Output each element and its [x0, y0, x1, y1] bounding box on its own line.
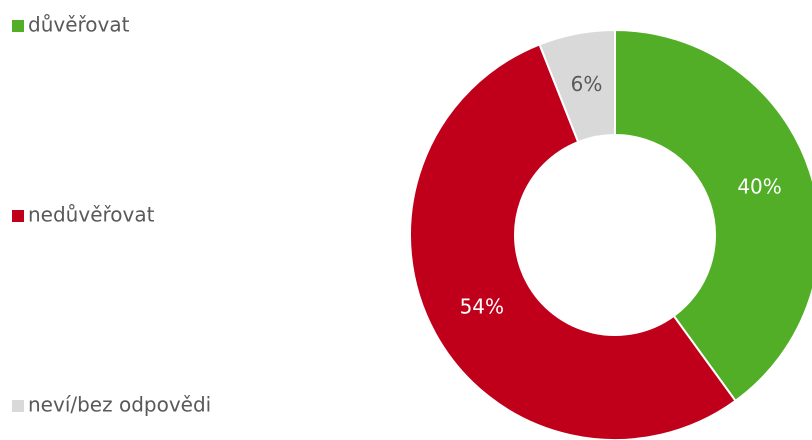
- legend-swatch: [12, 210, 24, 222]
- legend-label: důvěřovat: [28, 13, 130, 37]
- legend-label: nedůvěřovat: [28, 203, 155, 227]
- data-label: 40%: [737, 175, 781, 199]
- donut-segment: [409, 43, 737, 440]
- data-label: 6%: [571, 72, 603, 96]
- data-label: 54%: [460, 295, 504, 319]
- donut-segment: [614, 28, 812, 403]
- legend-label: neví/bez odpovědi: [28, 393, 211, 417]
- legend-swatch: [12, 20, 24, 32]
- legend-swatch: [12, 400, 24, 412]
- donut-segment: [538, 28, 616, 144]
